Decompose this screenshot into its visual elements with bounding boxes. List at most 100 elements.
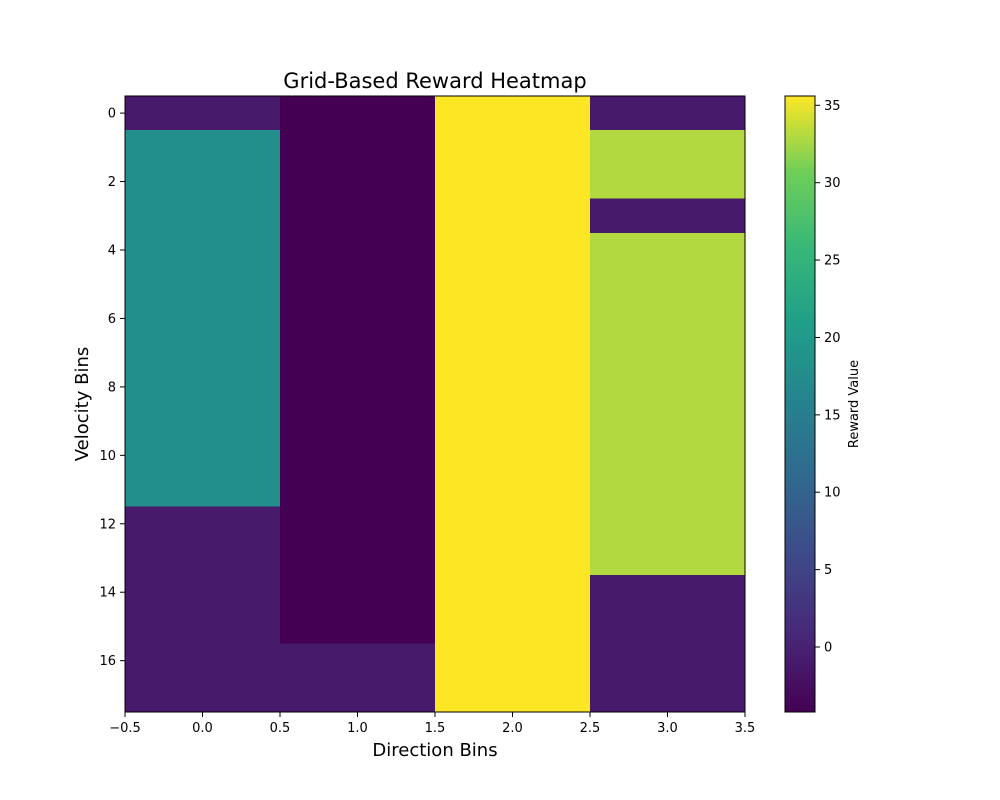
colorbar <box>784 95 816 713</box>
heatmap-cell <box>125 198 281 234</box>
heatmap-cell <box>280 232 436 268</box>
heatmap-cell <box>280 130 436 165</box>
heatmap-cell <box>590 232 746 268</box>
heatmap-cell <box>435 164 591 200</box>
heatmap-cell <box>590 301 746 337</box>
heatmap-cell <box>125 96 281 131</box>
heatmap-cell <box>125 472 281 508</box>
y-tick-label: 12 <box>99 517 116 532</box>
heatmap-cell <box>280 609 436 645</box>
x-tick-label: 3.5 <box>735 721 756 736</box>
heatmap-cell <box>125 232 281 268</box>
heatmap-cell <box>435 335 591 371</box>
heatmap-cell <box>125 540 281 576</box>
heatmap-cell <box>125 267 281 302</box>
heatmap-cell <box>590 267 746 302</box>
colorbar-tick-label: 35 <box>824 99 841 114</box>
heatmap-cell <box>125 438 281 473</box>
heatmap-cell <box>435 677 591 713</box>
y-axis-title: Velocity Bins <box>72 347 93 461</box>
heatmap-cell <box>590 677 746 713</box>
heatmap-cell <box>590 506 746 542</box>
x-tick-label: 0.0 <box>192 721 213 736</box>
colorbar-ticks: 0 5 10 15 20 25 30 35 <box>815 99 841 655</box>
heatmap-cell <box>280 335 436 371</box>
heatmap-cell <box>280 369 436 405</box>
heatmap-cell <box>125 130 281 165</box>
x-tick-label: 1.5 <box>425 721 446 736</box>
heatmap-cell <box>280 643 436 679</box>
heatmap-cell <box>125 369 281 405</box>
heatmap-cell <box>125 677 281 713</box>
y-tick-label: 10 <box>99 449 116 464</box>
y-tick-label: 6 <box>108 312 116 327</box>
heatmap-cell <box>590 609 746 645</box>
y-tick-label: 8 <box>108 380 116 395</box>
heatmap-cell <box>280 506 436 542</box>
colorbar-tick-label: 20 <box>824 331 841 346</box>
heatmap-cell <box>590 164 746 200</box>
x-tick-label: 3.0 <box>657 721 678 736</box>
colorbar-tick-label: 5 <box>824 563 832 578</box>
heatmap-cell <box>435 643 591 679</box>
heatmap-cell <box>125 575 281 610</box>
heatmap-cell <box>435 472 591 508</box>
y-tick-label: 16 <box>99 654 116 669</box>
x-axis-ticks: −0.5 0.0 0.5 1.0 1.5 2.0 2.5 3.0 3.5 <box>109 712 755 736</box>
heatmap-cell <box>435 267 591 302</box>
heatmap-cell <box>590 540 746 576</box>
heatmap-cell <box>590 472 746 508</box>
x-tick-label: 2.5 <box>580 721 601 736</box>
heatmap-cell <box>590 575 746 610</box>
colorbar-tick-label: 30 <box>824 176 841 191</box>
y-axis-ticks: 0 2 4 6 8 10 12 14 16 <box>99 107 125 669</box>
chart-title: Grid-Based Reward Heatmap <box>283 69 586 93</box>
heatmap-cell <box>590 643 746 679</box>
heatmap-cell <box>280 472 436 508</box>
heatmap-cell <box>435 301 591 337</box>
heatmap-cell <box>280 301 436 337</box>
heatmap-cell <box>435 438 591 473</box>
heatmap-cell <box>435 540 591 576</box>
heatmap-cell <box>590 198 746 234</box>
heatmap-cell <box>590 96 746 131</box>
heatmap-cell <box>125 609 281 645</box>
heatmap-cell <box>280 198 436 234</box>
y-tick-label: 2 <box>108 175 116 190</box>
heatmap-cell <box>125 506 281 542</box>
heatmap-cell <box>280 404 436 439</box>
heatmap-cell <box>280 575 436 610</box>
heatmap-cell <box>435 609 591 645</box>
heatmap-cell <box>590 438 746 473</box>
heatmap-cell <box>435 404 591 439</box>
heatmap-cell <box>590 404 746 439</box>
heatmap-cell <box>590 130 746 165</box>
heatmap-cell <box>590 335 746 371</box>
heatmap-cell <box>435 198 591 234</box>
heatmap-cell <box>125 643 281 679</box>
heatmap-cell <box>125 301 281 337</box>
heatmap-cell <box>590 369 746 405</box>
heatmap-cell <box>280 677 436 713</box>
heatmap-cell <box>280 540 436 576</box>
heatmap-cell <box>435 369 591 405</box>
heatmap-cell <box>280 438 436 473</box>
heatmap-cell <box>435 130 591 165</box>
x-tick-label: 0.5 <box>270 721 291 736</box>
x-tick-label: −0.5 <box>109 721 141 736</box>
heatmap-cell <box>125 164 281 200</box>
heatmap-cell <box>435 96 591 131</box>
y-tick-label: 4 <box>108 244 116 259</box>
colorbar-tick-label: 25 <box>824 254 841 269</box>
heatmap-cell <box>435 575 591 610</box>
heatmap-cell <box>280 96 436 131</box>
heatmap-cells <box>125 96 746 713</box>
x-tick-label: 1.0 <box>347 721 368 736</box>
colorbar-tick-label: 0 <box>824 640 832 655</box>
heatmap-cell <box>280 164 436 200</box>
x-tick-label: 2.0 <box>502 721 523 736</box>
heatmap-cell <box>435 506 591 542</box>
colorbar-label: Reward Value <box>847 360 862 448</box>
y-tick-label: 0 <box>108 107 116 122</box>
